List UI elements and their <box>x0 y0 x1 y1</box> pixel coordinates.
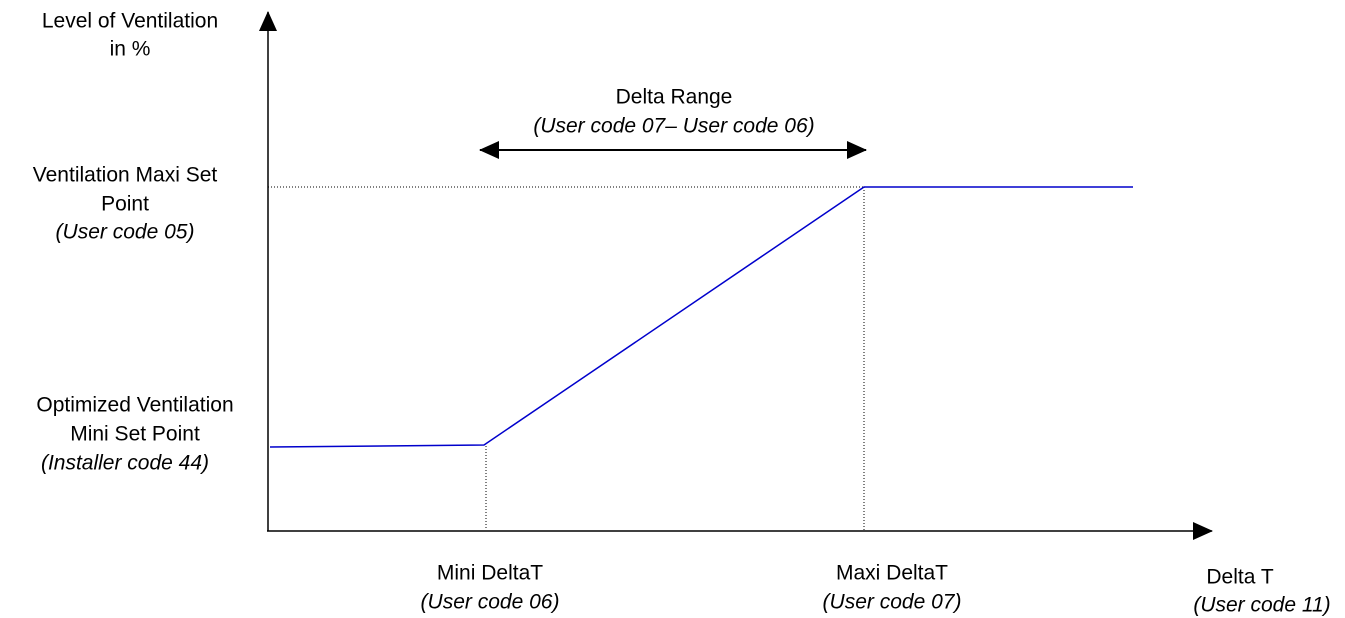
y-axis-label: in % <box>110 38 151 61</box>
delta-range-label: Delta Range <box>616 86 733 109</box>
ventilation-curve <box>269 186 1133 448</box>
y-axis-label: Level of Ventilation <box>42 10 218 33</box>
level-code: (User code 05) <box>56 221 195 244</box>
threshold-code: (User code 07) <box>823 591 962 614</box>
level-label: Optimized Ventilation <box>36 394 233 417</box>
level-label: Ventilation Maxi Set <box>33 164 218 187</box>
threshold-label: Mini DeltaT <box>437 562 543 585</box>
delta-range-code: (User code 07– User code 06) <box>533 115 814 138</box>
x-axis-label: Delta T <box>1206 566 1273 589</box>
x-axis-code: (User code 11) <box>1193 594 1330 617</box>
threshold-code: (User code 06) <box>421 591 560 614</box>
level-label: Point <box>101 193 149 216</box>
level-label: Mini Set Point <box>70 423 200 446</box>
level-code: (Installer code 44) <box>41 452 209 475</box>
threshold-label: Maxi DeltaT <box>836 562 948 585</box>
